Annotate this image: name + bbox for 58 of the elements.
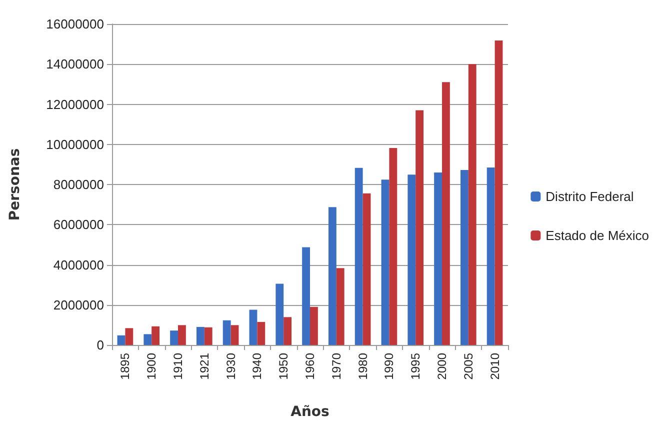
legend-label: Estado de México [546, 228, 650, 243]
bar [170, 330, 178, 345]
y-tick-label: 2000000 [53, 297, 104, 312]
x-tick-label: 1921 [197, 352, 212, 380]
y-tick-label: 16000000 [46, 16, 104, 32]
x-tick-label: 1950 [276, 352, 291, 380]
bar [442, 82, 450, 345]
x-tick-label: 1940 [250, 352, 264, 380]
bar [416, 110, 424, 345]
x-tick-label: 2005 [461, 352, 476, 380]
x-tick-label: 1900 [144, 352, 159, 380]
y-tick-label: 0 [96, 338, 104, 352]
bar [178, 325, 186, 345]
bar [249, 310, 258, 345]
y-tick-label: 8000000 [53, 177, 104, 192]
bar [284, 317, 292, 345]
y-tick-label: 6000000 [53, 217, 104, 232]
x-tick-label: 2010 [488, 352, 502, 380]
x-tick-label: 1995 [408, 352, 423, 380]
bar [494, 40, 503, 345]
bar [152, 326, 160, 345]
x-tick-label: 1990 [382, 352, 396, 380]
bar [389, 148, 398, 345]
y-tick-label: 10000000 [46, 136, 104, 152]
y-tick-label: 14000000 [46, 56, 104, 72]
bar [204, 327, 212, 345]
y-tick-label: 12000000 [46, 96, 104, 112]
x-tick-label: 2000 [435, 352, 449, 380]
bar [381, 180, 390, 345]
bar [354, 168, 363, 345]
x-tick-label: 1970 [329, 352, 344, 380]
bar [460, 170, 468, 345]
bar [328, 207, 336, 345]
bar [302, 247, 310, 345]
x-tick-label: 1960 [303, 352, 317, 380]
bar [196, 326, 204, 345]
bar [222, 320, 231, 345]
bar [125, 328, 134, 345]
x-axis-title: Años [290, 404, 330, 420]
bar [486, 167, 495, 345]
y-tick-label: 4000000 [53, 257, 104, 272]
x-tick-label: 1895 [118, 352, 132, 380]
bar [310, 306, 318, 345]
legend-label: Distrito Federal [546, 189, 634, 204]
bar [144, 334, 152, 345]
x-tick-label: 1980 [356, 352, 370, 380]
bar [362, 193, 371, 345]
bar [230, 325, 239, 345]
bar [468, 64, 476, 345]
bar [434, 172, 442, 345]
bar [408, 174, 416, 345]
y-axis-title: Personas [7, 148, 23, 221]
bar [276, 284, 284, 345]
x-tick-label: 1910 [171, 352, 185, 380]
bar [117, 335, 126, 345]
bar [336, 268, 344, 345]
bar [257, 322, 266, 345]
x-tick-label: 1930 [224, 352, 238, 380]
